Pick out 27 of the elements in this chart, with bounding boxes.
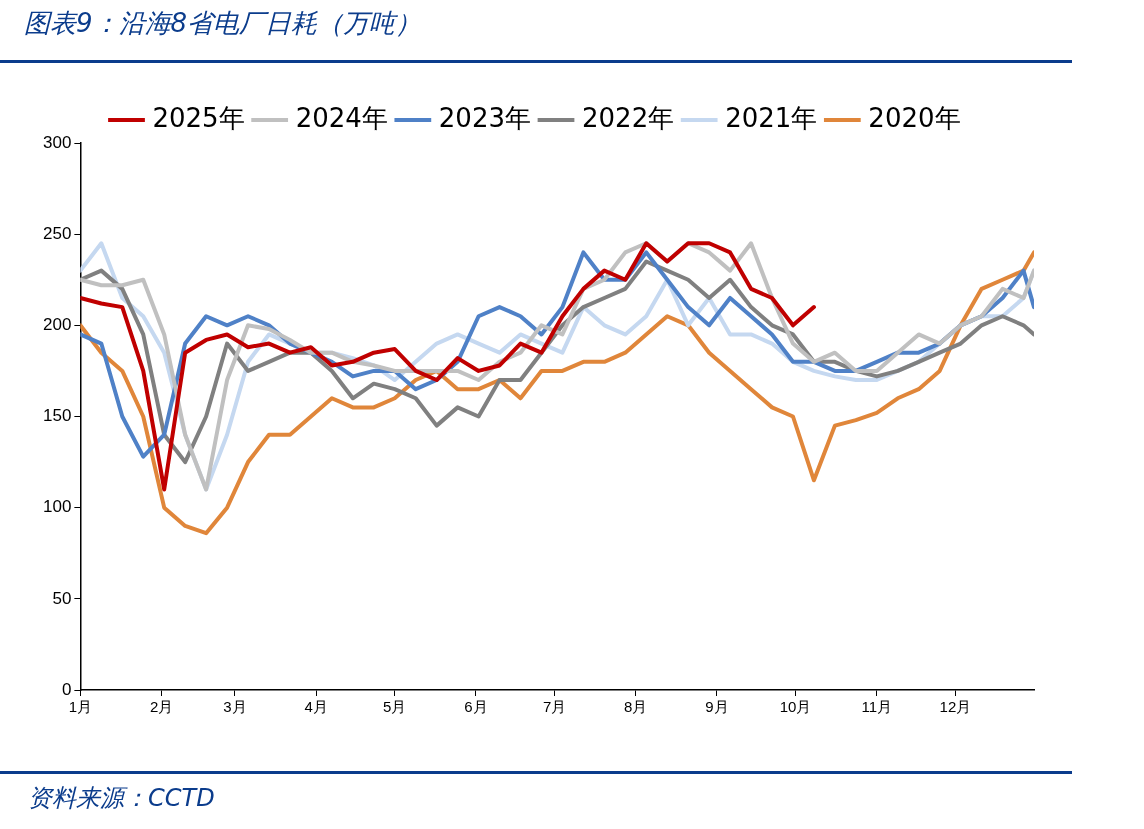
legend-label: 2021年 bbox=[725, 102, 818, 133]
legend-label: 2024年 bbox=[295, 102, 388, 133]
y-tick-label: 0 bbox=[61, 679, 72, 699]
y-tick-label: 200 bbox=[42, 315, 72, 335]
y-tick-label: 100 bbox=[42, 497, 72, 517]
x-tick-label: 2月 bbox=[149, 698, 174, 716]
x-tick-label: 7月 bbox=[542, 698, 567, 716]
legend-label: 2022年 bbox=[582, 102, 675, 133]
x-tick-label: 12月 bbox=[939, 698, 972, 716]
x-tick-label: 8月 bbox=[624, 698, 648, 716]
x-tick-label: 5月 bbox=[383, 698, 407, 716]
text: 资料来源：CCTD bbox=[28, 783, 215, 814]
y-tick-label: 250 bbox=[42, 223, 72, 243]
legend-label: 2020年 bbox=[868, 102, 961, 133]
x-tick-label: 6月 bbox=[464, 698, 488, 716]
x-tick-label: 9月 bbox=[705, 698, 729, 716]
y-tick-label: 300 bbox=[42, 132, 72, 152]
x-tick-label: 4月 bbox=[304, 698, 328, 716]
legend-label: 2023年 bbox=[438, 102, 531, 133]
x-tick-label: 11月 bbox=[861, 698, 893, 716]
legend-label: 2025年 bbox=[152, 102, 245, 133]
x-tick-label: 10月 bbox=[779, 698, 812, 716]
x-tick-label: 1月 bbox=[68, 698, 93, 716]
chart-title: 图表9：沿海8省电厂日耗（万吨） bbox=[24, 7, 422, 40]
y-tick-label: 150 bbox=[42, 406, 72, 426]
x-tick-label: 3月 bbox=[223, 698, 247, 716]
y-tick-label: 50 bbox=[52, 588, 72, 608]
